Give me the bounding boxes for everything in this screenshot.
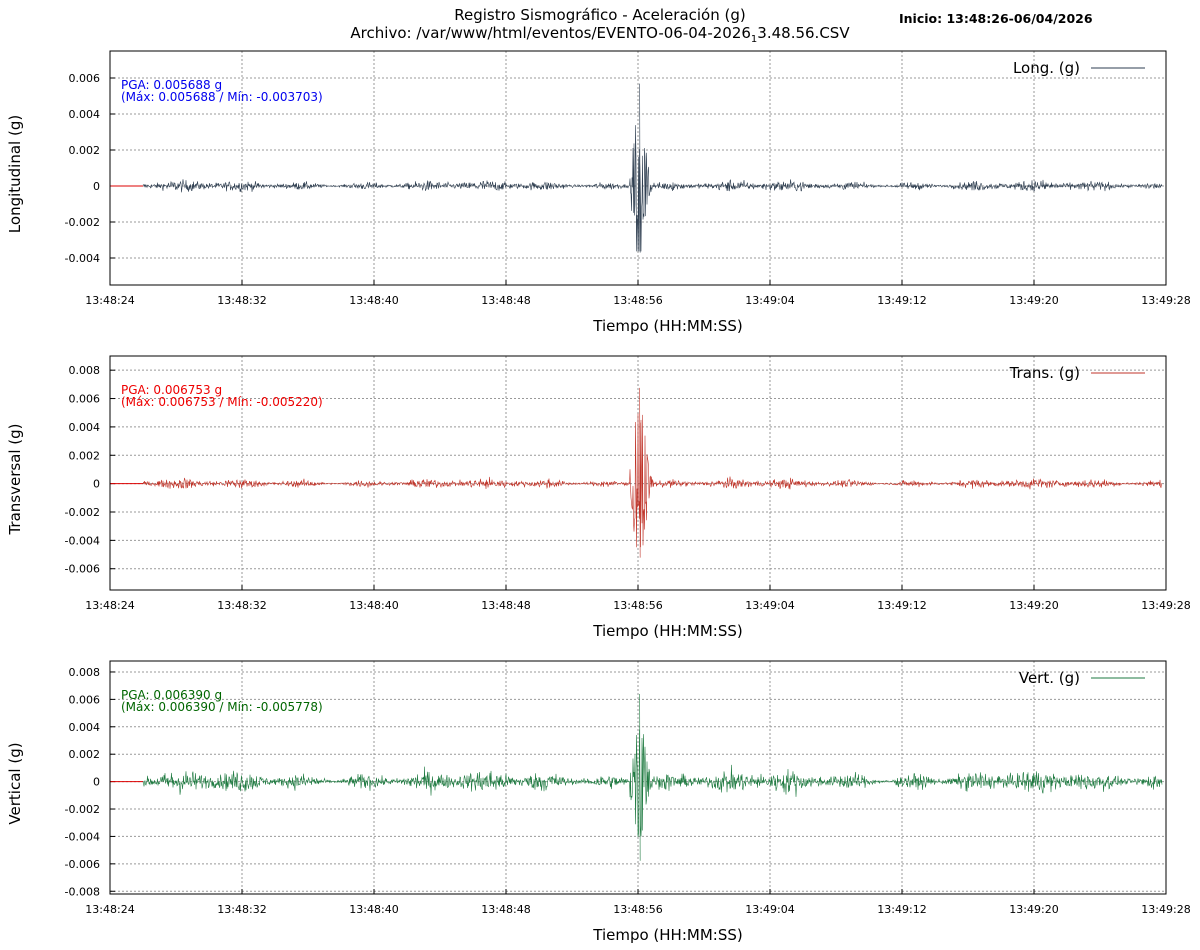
x-axis-label: Tiempo (HH:MM:SS) xyxy=(592,317,742,335)
x-tick-label: 13:49:20 xyxy=(1009,903,1058,916)
y-tick-label: -0.002 xyxy=(65,216,100,229)
x-tick-label: 13:49:28 xyxy=(1141,294,1190,307)
x-tick-label: 13:48:24 xyxy=(85,599,134,612)
file-path-title: Archivo: /var/www/html/eventos/EVENTO-06… xyxy=(0,24,1200,45)
x-tick-label: 13:48:56 xyxy=(613,599,662,612)
y-tick-label: 0.002 xyxy=(69,748,101,761)
y-tick-label: 0.006 xyxy=(69,693,101,706)
x-tick-label: 13:49:04 xyxy=(745,903,794,916)
legend-label-transversal: Trans. (g) xyxy=(1009,364,1080,382)
y-tick-label: -0.004 xyxy=(65,534,100,547)
x-tick-label: 13:48:40 xyxy=(349,903,398,916)
y-axis-label: Vertical (g) xyxy=(6,742,24,824)
x-tick-label: 13:48:24 xyxy=(85,903,134,916)
max-min-label: (Máx: 0.005688 / Mín: -0.003703) xyxy=(121,90,323,104)
x-tick-label: 13:48:48 xyxy=(481,599,530,612)
y-tick-label: -0.004 xyxy=(65,252,100,265)
x-tick-label: 13:48:48 xyxy=(481,294,530,307)
y-tick-label: 0.008 xyxy=(69,364,101,377)
x-tick-label: 13:49:12 xyxy=(877,599,926,612)
x-tick-label: 13:49:04 xyxy=(745,599,794,612)
y-tick-label: -0.002 xyxy=(65,506,100,519)
plot-frame xyxy=(109,355,1167,591)
pga-label: PGA: 0.006390 g xyxy=(121,688,222,702)
y-axis-label: Longitudinal (g) xyxy=(6,115,24,233)
y-tick-label: 0 xyxy=(93,478,100,491)
x-tick-label: 13:49:12 xyxy=(877,903,926,916)
y-tick-label: -0.002 xyxy=(65,803,100,816)
x-tick-label: 13:49:28 xyxy=(1141,903,1190,916)
x-tick-label: 13:48:40 xyxy=(349,294,398,307)
panel-transversal: 0.008 0.006 0.004 0.002 0 -0.002 -0.004 -0.006 1… xyxy=(6,355,1191,640)
x-tick-label: 13:49:20 xyxy=(1009,294,1058,307)
panel-vertical: 0.008 0.006 0.004 0.002 0 -0.002 -0.004 -0.006 -… xyxy=(6,660,1191,944)
y-tick-label: -0.006 xyxy=(65,858,100,871)
max-min-label: (Máx: 0.006753 / Mín: -0.005220) xyxy=(121,395,323,409)
y-tick-label: 0.004 xyxy=(69,721,101,734)
x-tick-label: 13:48:48 xyxy=(481,903,530,916)
max-min-label: (Máx: 0.006390 / Mín: -0.005778) xyxy=(121,700,323,714)
legend-label-vertical: Vert. (g) xyxy=(1019,669,1080,687)
x-tick-label: 13:49:20 xyxy=(1009,599,1058,612)
waveform-longitudinal xyxy=(142,83,1163,253)
y-tick-label: 0 xyxy=(93,180,100,193)
y-tick-label: 0.004 xyxy=(69,421,101,434)
y-tick-label: -0.006 xyxy=(65,563,100,576)
panel-longitudinal: 0.006 0.004 0.002 0 -0.002 -0.004 13:48:24 13:4… xyxy=(6,50,1191,335)
y-tick-label: 0.002 xyxy=(69,144,101,157)
y-tick-label: 0 xyxy=(93,776,100,789)
x-tick-label: 13:48:40 xyxy=(349,599,398,612)
y-tick-label: 0.006 xyxy=(69,393,101,406)
x-axis-label: Tiempo (HH:MM:SS) xyxy=(592,622,742,640)
start-time-label: Inicio: 13:48:26-06/04/2026 xyxy=(899,11,1093,26)
x-axis-label: Tiempo (HH:MM:SS) xyxy=(592,926,742,944)
x-tick-label: 13:49:04 xyxy=(745,294,794,307)
waveform-transversal xyxy=(142,387,1163,558)
file-path-prefix: Archivo: /var/www/html/eventos/EVENTO-06… xyxy=(350,24,751,42)
plot-frame xyxy=(109,660,1167,895)
y-tick-label: -0.004 xyxy=(65,830,100,843)
plot-frame xyxy=(109,50,1167,286)
x-tick-label: 13:48:56 xyxy=(613,903,662,916)
x-tick-label: 13:48:32 xyxy=(217,599,266,612)
file-path-suffix: 3.48.56.CSV xyxy=(757,24,850,42)
y-axis-label: Transversal (g) xyxy=(6,423,24,535)
waveform-vertical xyxy=(142,694,1163,861)
y-tick-label: -0.008 xyxy=(65,885,100,898)
chart-title: Registro Sismográfico - Aceleración (g) xyxy=(454,6,746,24)
x-tick-label: 13:49:12 xyxy=(877,294,926,307)
y-tick-label: 0.002 xyxy=(69,449,101,462)
x-tick-label: 13:48:24 xyxy=(85,294,134,307)
x-tick-label: 13:48:56 xyxy=(613,294,662,307)
pga-label: PGA: 0.006753 g xyxy=(121,383,222,397)
y-tick-label: 0.004 xyxy=(69,108,101,121)
y-tick-label: 0.006 xyxy=(69,72,101,85)
pga-label: PGA: 0.005688 g xyxy=(121,78,222,92)
y-tick-label: 0.008 xyxy=(69,666,101,679)
file-path-subscript: 1 xyxy=(750,34,758,45)
x-tick-label: 13:48:32 xyxy=(217,903,266,916)
x-tick-label: 13:48:32 xyxy=(217,294,266,307)
legend-label-longitudinal: Long. (g) xyxy=(1013,59,1080,77)
x-tick-label: 13:49:28 xyxy=(1141,599,1190,612)
